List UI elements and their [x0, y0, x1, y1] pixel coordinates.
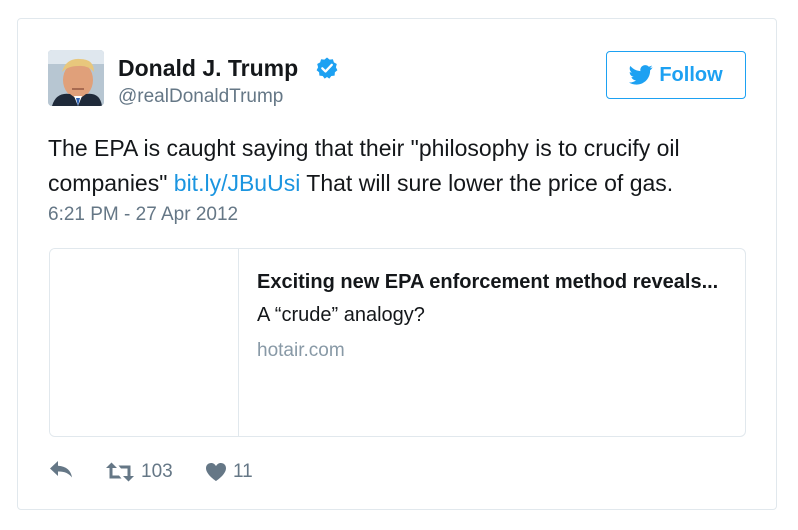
timestamp[interactable]: 6:21 PM - 27 Apr 2012 [48, 204, 239, 225]
heart-icon [206, 463, 226, 481]
link-preview-card[interactable]: Exciting new EPA enforcement method reve… [49, 248, 746, 437]
follow-button-label: Follow [659, 63, 723, 86]
tweet-card: Donald J. Trump @realDonaldTrump Follow … [17, 18, 777, 510]
card-domain: hotair.com [257, 340, 345, 361]
avatar[interactable] [48, 50, 104, 106]
like-count: 11 [233, 461, 253, 482]
tweet-text-part-2: That will sure lower the price of gas. [300, 170, 674, 196]
retweet-button[interactable]: 103 [105, 459, 173, 485]
reply-icon [50, 461, 72, 478]
follow-button[interactable]: Follow [606, 51, 746, 99]
card-title: Exciting new EPA enforcement method reve… [257, 271, 719, 293]
tweet-link[interactable]: bit.ly/JBuUsi [173, 170, 301, 196]
tweet-text: The EPA is caught saying that their "phi… [48, 131, 748, 201]
verified-badge-icon [316, 57, 338, 79]
tweet-text-part-1: The EPA is caught saying that their "phi… [48, 135, 680, 196]
retweet-icon [106, 462, 134, 482]
reply-button[interactable] [48, 459, 74, 479]
card-thumbnail [50, 249, 239, 436]
avatar-image [48, 50, 104, 106]
screen-name[interactable]: @realDonaldTrump [118, 86, 284, 107]
like-button[interactable]: 11 [205, 459, 253, 485]
twitter-bird-icon [629, 65, 653, 85]
retweet-count: 103 [141, 461, 173, 482]
display-name[interactable]: Donald J. Trump [118, 55, 299, 81]
card-description: A “crude” analogy? [257, 304, 425, 326]
